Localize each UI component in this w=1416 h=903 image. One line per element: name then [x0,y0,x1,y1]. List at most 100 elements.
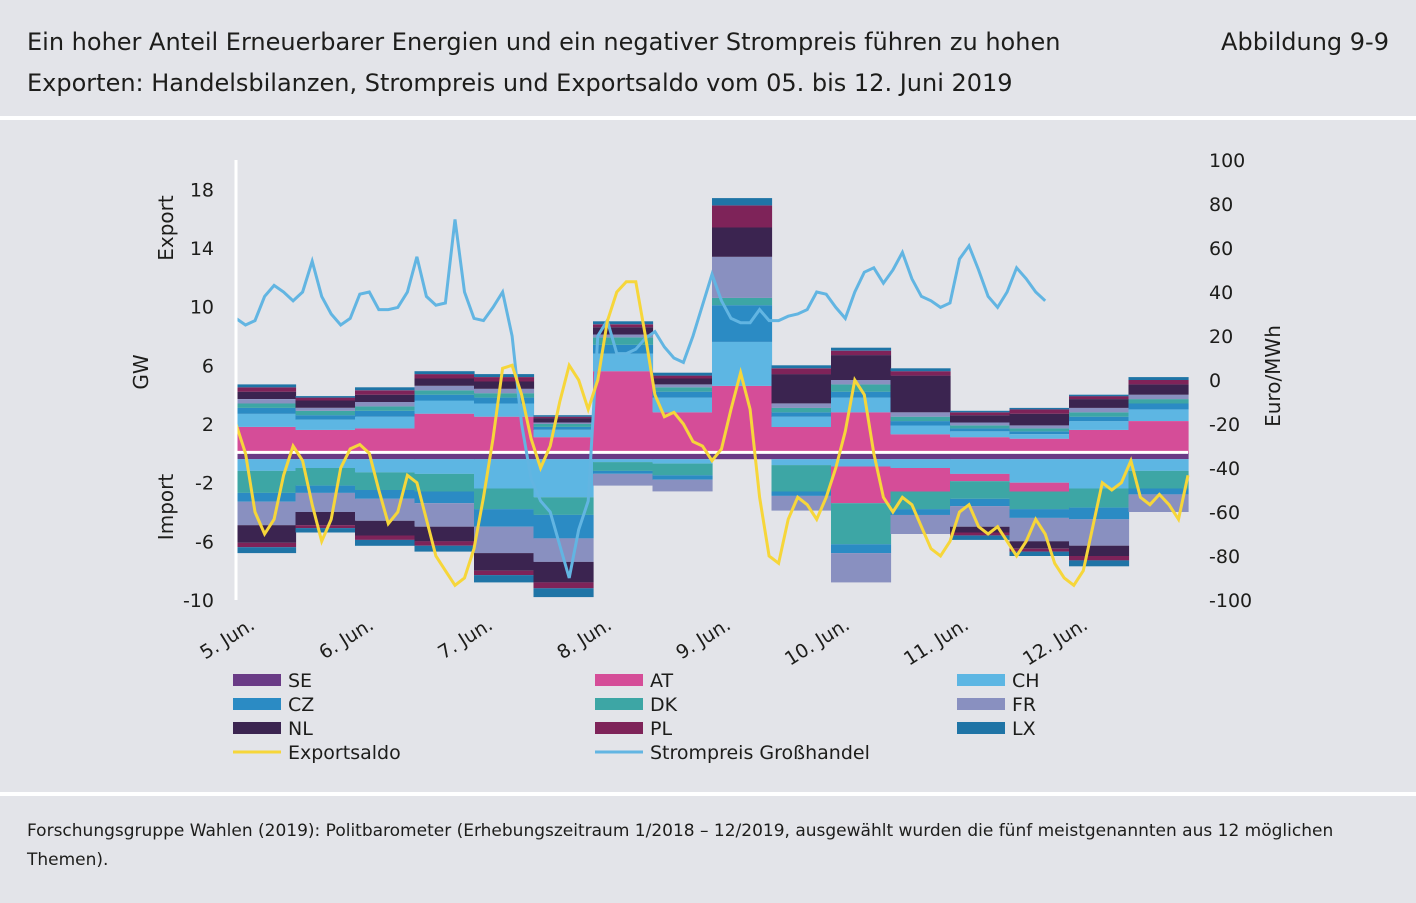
bar-import-cz [593,470,654,474]
bar-export-at [414,413,475,454]
bar-export-lx [1009,407,1070,410]
bar-export-lx [474,374,535,377]
legend-label: CZ [288,694,314,716]
bar-import-pl [1069,556,1130,561]
bar-import-fr [295,492,356,512]
strompreis-line [235,219,1047,579]
bar-export-ch [950,431,1011,438]
bar-import-fr [414,503,475,527]
ytick-left-label: 18 [190,179,214,201]
bar-export-at [593,371,654,454]
bar-export-fr [474,388,535,394]
bar-export-cz [414,394,475,401]
exportsaldo-line [234,280,1190,588]
ytick-right-label: -80 [1209,546,1240,568]
bar-export-dk [950,425,1011,429]
bar-export-pl [593,324,654,328]
bar-export-lx [771,365,832,369]
xtick-label: 10. Jun. [781,614,854,671]
ytick-left-label: 6 [202,355,214,377]
ytick-left-label: 10 [190,297,214,319]
bar-export-at [890,434,951,454]
bar-export-pl [1009,409,1070,414]
bar-export-cz [236,407,297,414]
bar-export-pl [890,371,951,376]
bar-export-lx [890,368,951,372]
bar-import-cz [831,544,892,554]
bar-import-lx [533,588,594,598]
bar-import-pl [355,535,416,540]
bar-import-lx [950,535,1011,540]
bar-export-at [1009,438,1070,454]
ytick-right-label: -20 [1209,414,1240,436]
bar-export-pl [1128,380,1189,385]
bar-import-at [890,468,951,492]
bar-import-dk [890,491,951,510]
bar-import-ch [533,459,594,498]
bar-export-cz [593,344,654,354]
bar-import-ch [831,459,892,467]
bar-import-lx [355,539,416,546]
bar-import-cz [474,509,535,527]
bar-import-lx [1069,560,1130,567]
bar-export-ch [355,416,416,429]
bar-import-fr [652,479,713,492]
bar-import-cz [652,475,713,480]
bar-export-fr [771,403,832,408]
legend-label: LX [1012,718,1036,740]
bar-import-dk [652,463,713,476]
bar-import-pl [474,570,535,576]
bar-export-ch [1128,409,1189,421]
bar-import-dk [771,465,832,492]
bar-export-dk [236,403,297,408]
bar-export-at [1128,421,1189,454]
bar-export-pl [950,412,1011,416]
bar-export-fr [831,380,892,385]
bar-export-fr [1009,425,1070,429]
bar-export-pl [831,350,892,356]
bar-import-cz [355,490,416,499]
x-ticks: 5. Jun. 6. Jun. 7. Jun. 8. Jun. 9. Jun. 10. J… [196,614,1091,671]
bar-import-dk [355,472,416,490]
bar-import-nl [1009,541,1070,549]
bar-export-fr [652,384,713,388]
chart-title: Ein hoher Anteil Erneuerbarer Energien u… [27,28,1061,97]
bar-export-at [712,385,773,454]
bar-export-dk [474,393,535,398]
bar-import-ch [652,459,713,464]
bar-export-cz [533,426,594,430]
source-note: Forschungsgruppe Wahlen (2019): Politbar… [27,821,1334,870]
bar-import-ch [236,459,297,471]
bar-import-ch [950,459,1011,474]
bar-import-fr [950,506,1011,527]
bar-import-cz [533,514,594,539]
bar-export-lx [1069,394,1130,397]
bar-import-pl [236,542,297,548]
bar-export-fr [236,399,297,404]
xtick-label: 5. Jun. [196,614,258,664]
bar-export-ch [771,416,832,427]
ylabel-euro-mwh: Euro/MWh [1261,325,1285,427]
bar-export-cz [1069,416,1130,422]
bar-export-dk [414,390,475,395]
xtick-label: 11. Jun. [900,614,973,671]
legend-label: SE [288,670,312,692]
bar-export-lx [831,347,892,351]
bar-export-nl [533,418,594,423]
ytick-right-label: 20 [1209,326,1233,348]
bar-export-ch [593,353,654,372]
bar-import-nl [414,526,475,542]
bar-import-cz [771,491,832,496]
bar-export-lx [414,371,475,375]
xtick-label: 12. Jun. [1019,614,1092,671]
ytick-left-label: -6 [195,531,214,553]
bar-export-pl [1069,396,1130,399]
bar-export-dk [295,410,356,416]
bar-export-nl [1069,399,1130,408]
bar-import-nl [355,520,416,536]
bar-import-ch [593,459,654,463]
bar-export-ch [1069,421,1130,430]
legend-swatch-nl [233,722,281,734]
legend-swatch-fr [957,698,1005,710]
bar-export-dk [771,407,832,413]
